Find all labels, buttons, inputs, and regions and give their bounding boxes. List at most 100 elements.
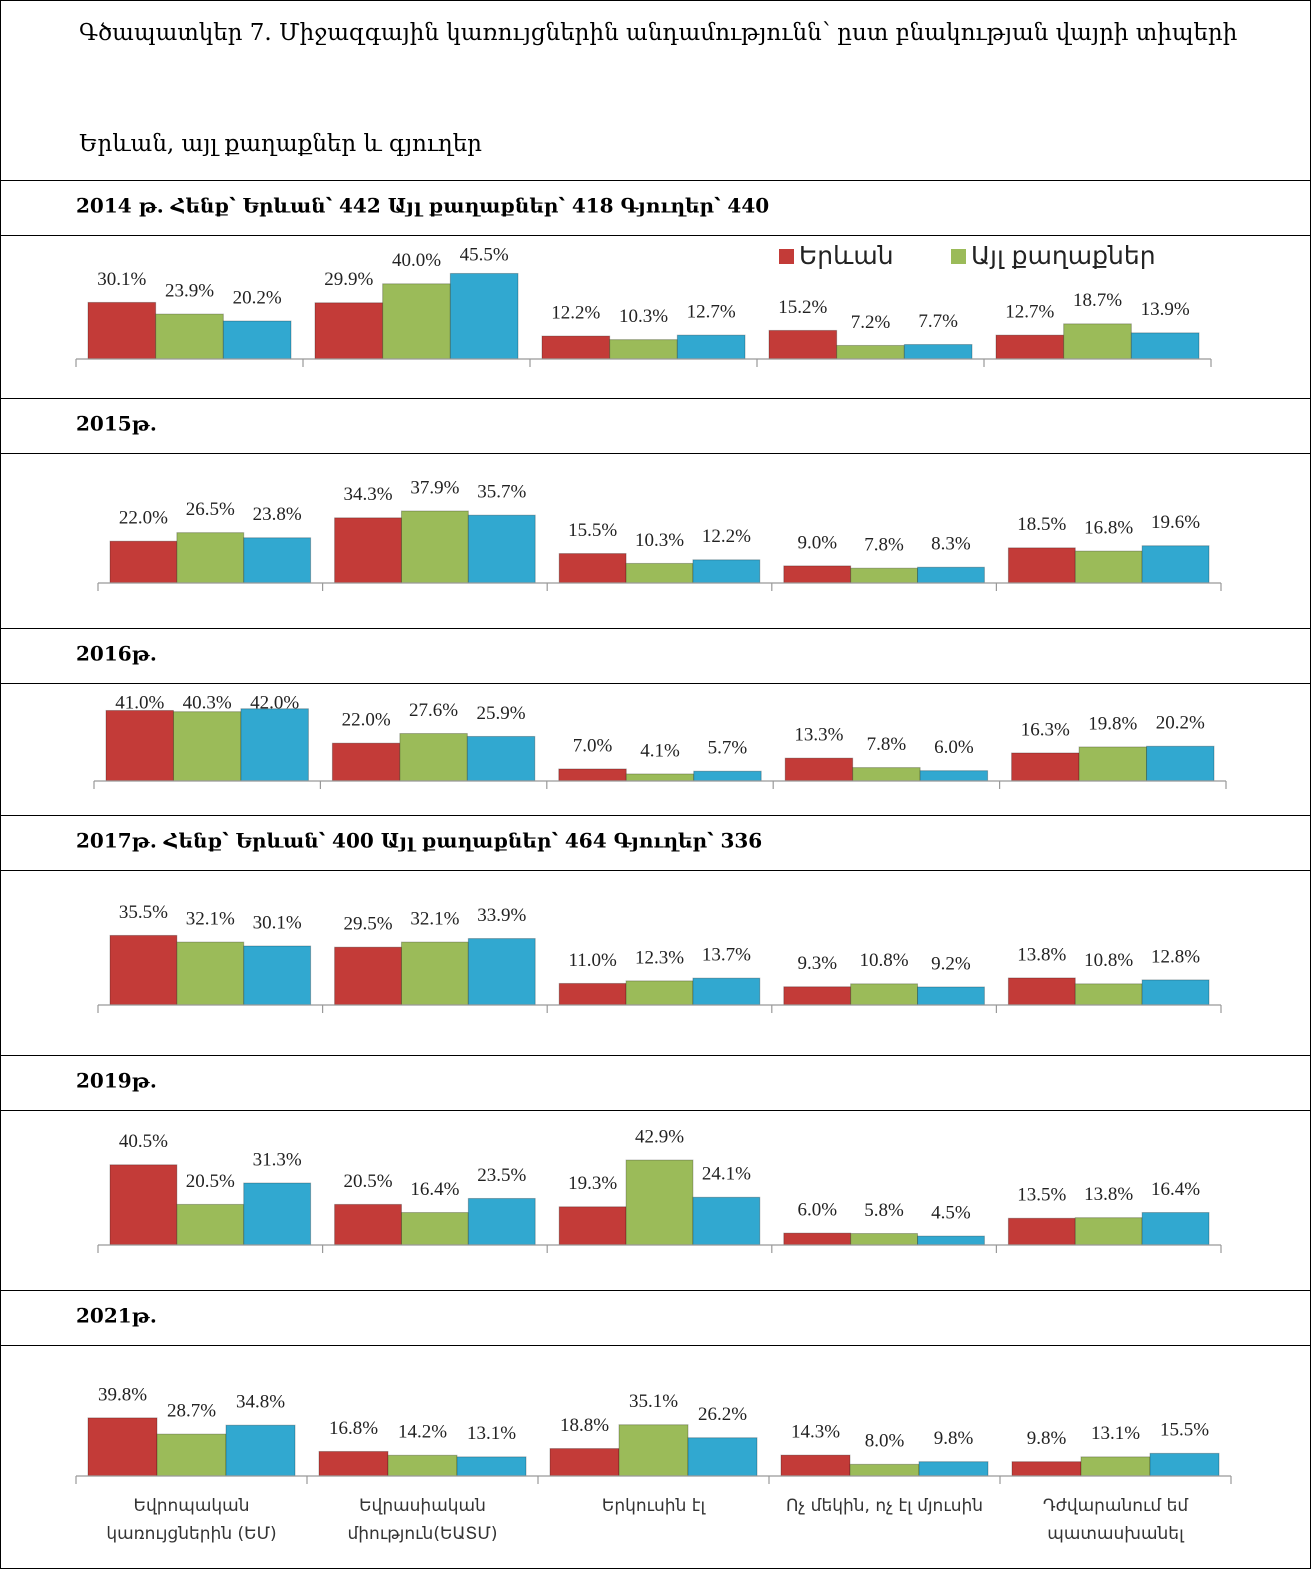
value-label: 42.9% — [635, 1126, 684, 1147]
bar — [109, 934, 178, 1006]
bar — [87, 301, 157, 360]
value-label: 40.5% — [119, 1131, 168, 1152]
bar — [558, 553, 627, 584]
value-label: 19.8% — [1088, 713, 1137, 734]
value-label: 34.8% — [236, 1392, 285, 1413]
value-label: 12.7% — [1005, 301, 1054, 322]
bar — [541, 335, 611, 360]
bar — [783, 565, 852, 584]
value-label: 16.8% — [1084, 517, 1133, 538]
bar — [400, 510, 469, 584]
bar — [155, 313, 224, 360]
value-label: 25.9% — [477, 703, 526, 724]
bar — [919, 770, 989, 782]
bar — [331, 742, 401, 782]
row-border — [1, 398, 1310, 399]
value-label: 13.5% — [1017, 1185, 1066, 1206]
value-label: 5.7% — [708, 738, 748, 759]
bar — [903, 344, 973, 360]
row-border — [1, 1345, 1310, 1346]
bar — [625, 1159, 694, 1246]
value-label: 35.1% — [629, 1391, 678, 1412]
bar — [692, 977, 761, 1006]
bar — [850, 983, 919, 1006]
value-label: 13.9% — [1141, 299, 1190, 320]
value-label: 13.8% — [1017, 944, 1066, 965]
value-label: 12.3% — [635, 947, 684, 968]
value-label: 20.2% — [233, 287, 282, 308]
value-label: 4.5% — [931, 1202, 971, 1223]
bar — [618, 1424, 689, 1477]
value-label: 6.0% — [934, 737, 974, 758]
value-label: 31.3% — [253, 1149, 302, 1170]
bar — [852, 767, 921, 782]
document-subtitle: Երևան, այլ քաղաքներ և գյուղեր — [79, 131, 482, 157]
row-border — [1, 628, 1310, 629]
value-label: 35.5% — [119, 902, 168, 923]
bar — [172, 711, 242, 782]
value-label: 35.7% — [477, 482, 526, 503]
bar — [784, 757, 854, 782]
value-label: 13.1% — [1091, 1423, 1140, 1444]
chart-title: 2015թ. — [76, 412, 157, 436]
bar — [467, 514, 536, 584]
value-label: 7.7% — [918, 311, 958, 332]
bar — [399, 733, 468, 782]
bar — [176, 532, 245, 584]
bar — [240, 708, 309, 782]
value-label: 30.1% — [253, 912, 302, 933]
bar — [995, 334, 1065, 360]
bar — [693, 770, 762, 782]
bar — [625, 562, 694, 584]
value-label: 19.6% — [1151, 512, 1200, 533]
bar — [850, 1233, 919, 1246]
row-border — [1, 1055, 1310, 1056]
value-label: 13.7% — [702, 945, 751, 966]
bar — [836, 344, 905, 360]
bar — [1074, 983, 1143, 1006]
value-label: 42.0% — [250, 692, 299, 713]
bar — [222, 320, 292, 360]
bar — [400, 1212, 469, 1246]
bar — [456, 1456, 527, 1477]
bar — [676, 334, 746, 360]
legend-swatch — [779, 249, 794, 264]
bar — [176, 1203, 245, 1246]
bar — [176, 941, 245, 1006]
bar — [1141, 979, 1210, 1006]
value-label: 18.8% — [560, 1415, 609, 1436]
value-label: 34.3% — [343, 484, 392, 505]
bar — [467, 938, 536, 1006]
bar — [918, 1461, 989, 1477]
bar — [558, 768, 627, 782]
bar — [687, 1437, 758, 1477]
value-label: 22.0% — [119, 508, 168, 529]
bar — [1130, 332, 1200, 360]
value-label: 12.2% — [551, 302, 600, 323]
value-label: 15.5% — [1160, 1420, 1209, 1441]
bar — [334, 1203, 402, 1246]
row-border — [1, 870, 1310, 871]
bar — [1141, 1212, 1210, 1246]
row-border — [1, 1110, 1310, 1111]
value-label: 40.0% — [392, 250, 441, 271]
category-label: Եվրոպական կառույցներին (ԵՄ) — [106, 1496, 277, 1544]
value-label: 10.8% — [1084, 950, 1133, 971]
value-label: 20.5% — [186, 1171, 235, 1192]
value-label: 10.3% — [619, 306, 668, 327]
bar — [692, 1196, 761, 1246]
bar — [1007, 977, 1076, 1006]
value-label: 20.5% — [343, 1171, 392, 1192]
value-label: 27.6% — [409, 700, 458, 721]
bar — [1080, 1456, 1151, 1477]
value-label: 19.3% — [568, 1173, 617, 1194]
bar — [1141, 545, 1210, 584]
bar — [1011, 1461, 1082, 1477]
value-label: 29.9% — [324, 269, 373, 290]
bar — [225, 1424, 296, 1477]
bar — [1007, 1217, 1076, 1246]
bar — [105, 709, 174, 782]
row-border — [1, 180, 1310, 181]
value-label: 16.4% — [1151, 1179, 1200, 1200]
